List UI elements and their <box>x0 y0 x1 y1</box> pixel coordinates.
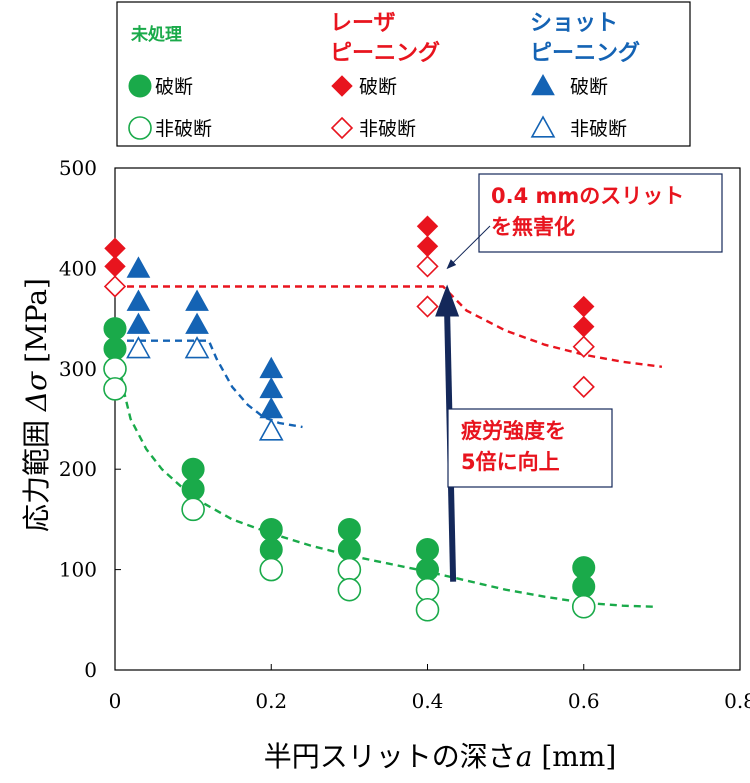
legend-marker-unbroken <box>330 116 354 140</box>
annotation-text-2: 疲労強度を <box>461 419 566 443</box>
data-point <box>103 337 127 361</box>
legend-title: 未処理 <box>130 24 182 45</box>
data-point <box>185 289 209 311</box>
legend-box <box>116 1 691 147</box>
legend-marker-broken <box>128 74 152 98</box>
legend-title: ピーニング <box>530 40 640 66</box>
legend-marker-broken <box>531 73 555 96</box>
x-tick-label: 0.2 <box>255 689 287 713</box>
legend-marker-broken <box>331 75 353 97</box>
data-point <box>416 235 439 258</box>
data-point <box>259 557 284 582</box>
data-point <box>416 538 439 562</box>
trend-line <box>115 330 655 608</box>
data-point <box>572 335 595 358</box>
legend-marker-unbroken <box>530 115 556 138</box>
data-point <box>103 275 127 298</box>
data-point <box>416 558 439 582</box>
x-tick-label: 0.8 <box>724 689 750 713</box>
y-tick-label: 300 <box>59 357 97 381</box>
legend-label-broken: 破断 <box>155 76 193 98</box>
annotation-box-1 <box>478 173 723 253</box>
data-point <box>103 356 127 381</box>
data-point <box>181 477 205 501</box>
data-points <box>103 215 596 622</box>
data-point <box>126 336 151 359</box>
legend-title: ショット <box>530 11 618 36</box>
data-point <box>259 396 284 419</box>
data-point <box>184 336 210 359</box>
x-axis-label: 半円スリットの深さa [mm] <box>264 740 617 773</box>
axes: 0 0.2 0.4 0.6 0.8 0 100 200 300 400 500 半円スリットの深さa … <box>20 156 750 773</box>
y-tick-label: 0 <box>84 658 97 682</box>
data-point <box>571 594 596 619</box>
data-point <box>181 457 205 481</box>
data-point <box>573 295 595 318</box>
data-point <box>337 517 361 541</box>
annotation-text-1: を無害化 <box>491 215 575 239</box>
data-point <box>416 255 439 278</box>
data-point <box>103 317 127 341</box>
data-point <box>104 237 126 260</box>
big-arrow-head <box>435 284 460 317</box>
data-point <box>259 538 283 562</box>
annotation-box-2 <box>447 408 613 488</box>
data-point <box>181 497 205 522</box>
data-point <box>572 575 596 599</box>
x-tick-label: 0 <box>109 689 122 713</box>
y-tick-label: 200 <box>59 457 97 481</box>
legend-label-unbroken: 非破断 <box>155 118 212 140</box>
legend-title: ピーニング <box>330 40 440 66</box>
data-point <box>337 557 362 582</box>
data-point <box>104 255 126 278</box>
data-point <box>126 312 151 334</box>
data-point <box>259 517 283 541</box>
trend-line <box>115 285 663 368</box>
legend-label-unbroken: 非破断 <box>570 118 627 140</box>
data-point <box>258 418 284 441</box>
data-point <box>416 295 439 318</box>
legend-label-unbroken: 非破断 <box>359 118 416 140</box>
y-tick-label: 400 <box>59 256 97 280</box>
annotation-pointer-1 <box>446 225 491 270</box>
data-point <box>103 377 127 401</box>
x-tick-label: 0.6 <box>568 689 600 713</box>
data-point <box>337 538 361 562</box>
y-tick-label: 100 <box>59 558 97 582</box>
data-point <box>415 577 440 602</box>
y-tick-label: 500 <box>59 156 97 180</box>
data-point <box>337 577 362 602</box>
data-point <box>259 356 284 379</box>
data-point <box>185 312 209 334</box>
data-point <box>573 315 595 338</box>
y-axis-label: 応力範囲 Δσ [MPa] <box>20 278 53 532</box>
annotation-text-2: 5倍に向上 <box>461 450 560 474</box>
data-point <box>126 289 151 311</box>
legend-label-broken: 破断 <box>570 76 608 98</box>
data-point <box>126 256 151 278</box>
data-point <box>572 375 595 399</box>
data-point <box>415 597 440 622</box>
trend-lines <box>115 285 663 608</box>
annotation-text-1: 0.4 mmのスリット <box>491 184 684 208</box>
data-point <box>416 215 439 237</box>
x-tick-label: 0.4 <box>412 689 444 713</box>
legend-marker-unbroken <box>128 116 152 140</box>
legend-label-broken: 破断 <box>359 76 397 98</box>
data-point <box>259 376 284 399</box>
trend-line <box>115 339 303 429</box>
legend-title: レーザ <box>330 11 396 36</box>
